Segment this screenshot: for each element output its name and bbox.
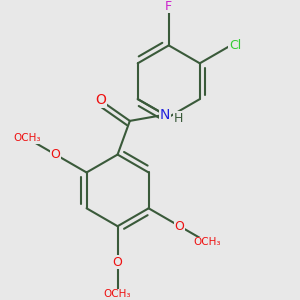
Text: Cl: Cl (229, 39, 242, 52)
Text: O: O (175, 220, 184, 233)
Text: F: F (165, 0, 172, 13)
Text: O: O (113, 256, 122, 268)
Text: N: N (160, 108, 170, 122)
Text: O: O (95, 93, 106, 107)
Text: OCH₃: OCH₃ (104, 289, 131, 299)
Text: O: O (51, 148, 61, 161)
Text: OCH₃: OCH₃ (14, 134, 41, 143)
Text: H: H (174, 112, 184, 124)
Text: OCH₃: OCH₃ (194, 237, 221, 247)
